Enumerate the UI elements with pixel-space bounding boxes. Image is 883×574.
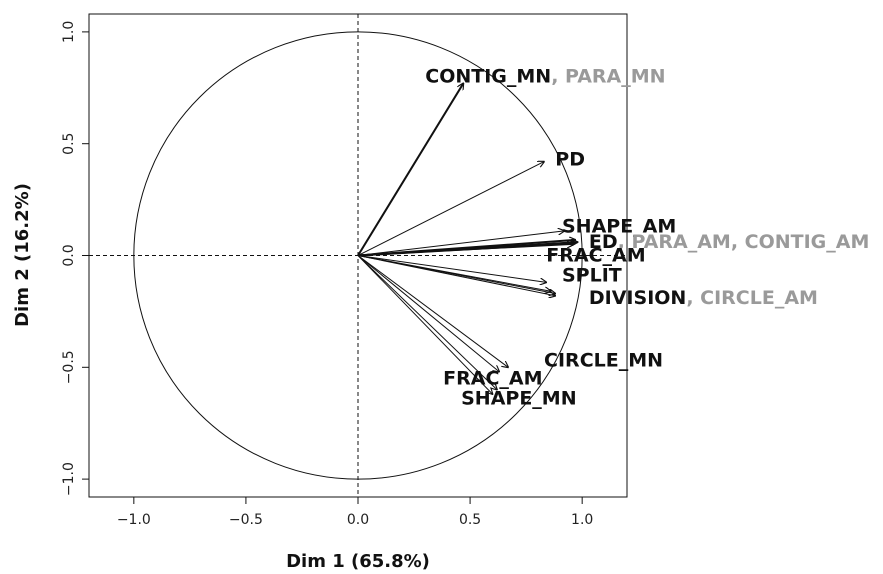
variable-arrow xyxy=(357,255,497,390)
variable-arrow xyxy=(357,162,544,256)
variable-label: CIRCLE_MN xyxy=(544,349,663,371)
y-axis-title: Dim 2 (16.2%) xyxy=(12,183,33,327)
x-axis: −1.0 −0.5 0.0 0.5 1.0 xyxy=(117,496,593,528)
x-tick-label: 0.5 xyxy=(459,512,481,528)
variable-arrows xyxy=(357,83,578,395)
y-tick-label: 1.0 xyxy=(61,21,77,43)
variable-label: SHAPE_MN xyxy=(461,387,577,409)
variable-label-name: DIVISION xyxy=(589,286,686,308)
y-tick-label: −1.0 xyxy=(61,462,77,496)
variable-label-name: FRAC_AM xyxy=(443,367,542,389)
x-tick-label: −0.5 xyxy=(229,512,263,528)
y-tick-label: 0.5 xyxy=(61,133,77,155)
variable-arrow xyxy=(357,255,546,283)
variable-label: SPLIT xyxy=(562,264,622,286)
variable-arrow xyxy=(357,255,499,372)
y-tick-label: −0.5 xyxy=(61,350,77,384)
variable-label: ED, PARA_AM, CONTIG_AM xyxy=(589,231,870,253)
variable-label: CONTIG_MN, PARA_MN xyxy=(425,65,665,87)
variable-arrow xyxy=(357,255,508,368)
variable-label-name: FRAC_AM xyxy=(546,244,645,266)
variable-arrow xyxy=(357,255,493,395)
y-tick-label: 0.0 xyxy=(61,244,77,266)
variable-label-name: CIRCLE_MN xyxy=(544,349,663,371)
variable-label-extra: , PARA_MN xyxy=(551,65,665,87)
variable-arrow xyxy=(357,231,564,256)
unit-circle-layer xyxy=(133,31,583,480)
x-tick-label: 1.0 xyxy=(571,512,593,528)
variable-label-name: PD xyxy=(555,148,585,170)
variable-arrow xyxy=(357,244,573,256)
variable-arrow xyxy=(357,255,555,296)
variable-label-name: ED xyxy=(589,231,618,253)
x-axis-title: Dim 1 (65.8%) xyxy=(286,551,430,572)
variable-label: PD xyxy=(555,148,585,170)
x-tick-label: −1.0 xyxy=(117,512,151,528)
variable-label-extra: , PARA_AM, CONTIG_AM xyxy=(618,231,870,253)
y-axis: −1.0 −0.5 0.0 0.5 1.0 xyxy=(61,21,90,496)
variable-arrow xyxy=(357,83,463,257)
variable-label: FRAC_AM xyxy=(546,244,645,266)
variable-label-name: SHAPE_MN xyxy=(461,387,577,409)
unit-circle xyxy=(133,31,583,480)
variable-label: DIVISION, CIRCLE_AM xyxy=(589,286,818,308)
variable-label-name: CONTIG_MN xyxy=(425,65,551,87)
variable-label-extra: , CIRCLE_AM xyxy=(686,286,818,308)
variable-label-name: SPLIT xyxy=(562,264,622,286)
variable-label: FRAC_AM xyxy=(443,367,542,389)
variable-label: SHAPE_AM xyxy=(562,215,676,237)
x-tick-label: 0.0 xyxy=(347,512,369,528)
variable-label-name: SHAPE_AM xyxy=(562,215,676,237)
